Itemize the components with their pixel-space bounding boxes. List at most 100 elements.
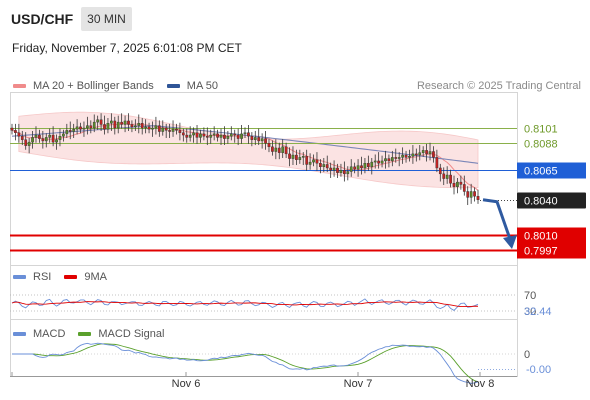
candle-body: [68, 130, 72, 132]
candle-body: [274, 147, 278, 152]
pivot-label: 0.8065: [524, 166, 558, 178]
candle-body: [96, 119, 100, 123]
candle-body: [202, 133, 206, 137]
rsi-line: [11, 298, 479, 312]
candle-body: [445, 174, 449, 179]
candle-body: [103, 124, 106, 130]
candle-body: [459, 181, 463, 185]
candle-body: [466, 191, 470, 198]
candle-body: [65, 130, 69, 135]
candle-body: [14, 130, 17, 133]
candle-body: [113, 120, 117, 129]
candle-body: [425, 150, 428, 155]
candle-body: [418, 152, 422, 156]
candle-body: [175, 128, 178, 131]
copyright-text: Research © 2025 Trading Central: [416, 80, 581, 92]
candle-body: [240, 133, 243, 139]
candle-body: [188, 134, 192, 138]
candle-body: [229, 133, 233, 137]
candle-body: [329, 167, 333, 171]
candle-body: [250, 136, 254, 140]
candle-body: [27, 141, 31, 146]
resistance-label: 0.8101: [524, 124, 558, 136]
candle-body: [384, 158, 387, 162]
candle-body: [277, 147, 281, 153]
candle-body: [377, 160, 380, 164]
candle-body: [147, 126, 151, 130]
forecast-arrow-head: [503, 235, 517, 249]
candle-body: [442, 173, 446, 179]
candle-body: [199, 133, 202, 138]
candle-body: [55, 139, 58, 143]
candle-body: [161, 127, 165, 132]
candle-body: [476, 195, 480, 200]
candle-body: [154, 125, 158, 129]
candle-body: [157, 125, 161, 132]
candle-body: [432, 151, 435, 158]
last-price-box: [517, 192, 586, 209]
macd-legend: MACD MACD Signal: [13, 328, 164, 340]
candle-body: [315, 159, 319, 164]
candle-body: [257, 137, 261, 142]
candle-body: [44, 137, 48, 142]
main-legend: MA 20 + Bollinger Bands MA 50: [13, 80, 218, 92]
candle-body: [288, 153, 291, 159]
candle-body: [51, 134, 55, 143]
x-tick-label: Nov 6: [172, 378, 201, 390]
rsi-level-label: 30: [524, 306, 536, 318]
candle-body: [346, 171, 350, 175]
rsi-ma-legend-label: 9MA: [84, 271, 107, 283]
timeframe-badge[interactable]: 30 MIN: [81, 7, 132, 31]
candle-body: [291, 154, 295, 159]
candle-body: [178, 130, 182, 133]
candle-body: [130, 124, 134, 128]
candle-body: [58, 136, 62, 140]
candle-body: [438, 167, 442, 175]
candle-body: [284, 146, 288, 155]
candle-body: [281, 146, 285, 153]
candle-body: [411, 153, 415, 157]
candle-body: [295, 154, 298, 160]
candle-body: [219, 134, 223, 138]
candle-body: [212, 133, 216, 136]
x-tick-label: Nov 8: [466, 378, 495, 390]
target-label-box: [517, 242, 586, 259]
candle-body: [79, 126, 82, 130]
candle-body: [120, 121, 123, 125]
candle-body: [462, 184, 466, 192]
candle-body: [123, 120, 127, 125]
candle-body: [110, 120, 113, 124]
candle-body: [428, 151, 432, 155]
candle-body: [48, 134, 52, 138]
candle-body: [75, 126, 79, 130]
candle-body: [271, 146, 274, 152]
candle-body: [209, 134, 213, 138]
candle-body: [34, 134, 38, 138]
candle-body: [17, 132, 21, 137]
macd-legend-label: MACD: [33, 328, 66, 340]
candle-body: [390, 157, 394, 162]
candle-body: [367, 163, 370, 168]
candle-body: [336, 167, 339, 173]
candle-body: [41, 138, 45, 142]
candle-body: [72, 128, 76, 132]
candle-body: [312, 159, 315, 163]
candle-body: [394, 157, 398, 159]
candle-body: [308, 161, 312, 165]
candle-body: [185, 134, 189, 138]
candle-body: [24, 139, 28, 146]
candle-body: [243, 132, 247, 135]
candle-body: [397, 157, 401, 159]
candle-body: [195, 132, 199, 138]
macd-zero-label: 0: [524, 349, 530, 361]
candle-body: [305, 156, 309, 165]
candle-body: [116, 121, 120, 129]
candle-body: [205, 136, 209, 138]
candle-body: [181, 132, 185, 136]
candle-body: [106, 123, 110, 130]
pivot-label-box: [517, 162, 586, 179]
candle-body: [387, 158, 391, 162]
candle-body: [127, 120, 130, 125]
candle-body: [452, 183, 456, 187]
